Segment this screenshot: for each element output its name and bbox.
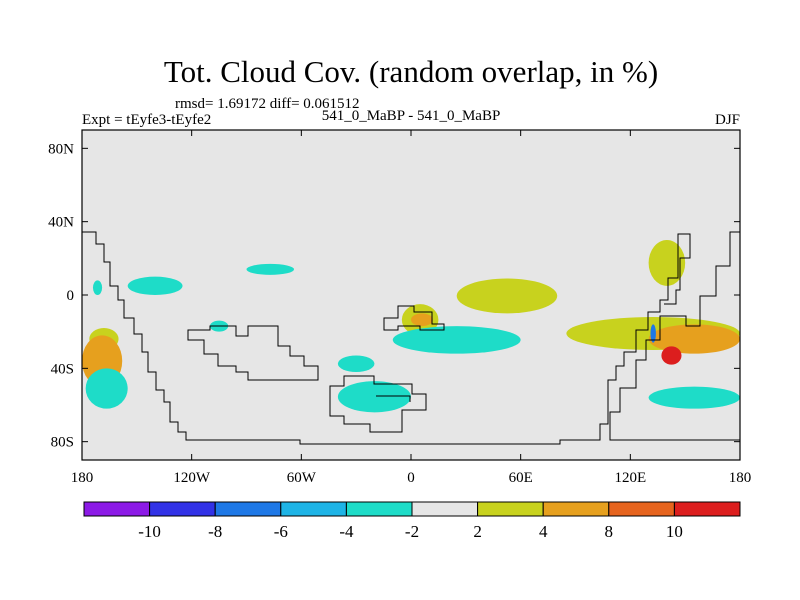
- coastline-central-continent: [187, 325, 319, 381]
- anomaly-patches: [82, 239, 740, 413]
- experiment-label: Expt = tEyfe3-tEyfe2: [82, 112, 211, 128]
- y-tick-label-0: 80N: [48, 141, 74, 157]
- x-tick-label-2: 60W: [287, 470, 317, 486]
- colorbar-swatch-5: [411, 501, 479, 517]
- stats-label: rmsd= 1.69172 diff= 0.061512: [175, 96, 360, 112]
- x-tick-label-3: 0: [407, 470, 415, 486]
- colorbar-swatch-8: [608, 501, 675, 517]
- anomaly-patch-5: [85, 368, 128, 409]
- comparison-label: 541_0_MaBP - 541_0_MaBP: [322, 108, 501, 124]
- colorbar-swatch-1: [149, 501, 216, 517]
- x-tick-label-4: 60E: [509, 470, 533, 486]
- coastline-south-island: [329, 375, 427, 433]
- anomaly-patch-6: [337, 355, 375, 372]
- colorbar-label-8: 10: [666, 522, 683, 541]
- coastline-tethys-island: [383, 305, 445, 331]
- axis-ticks: 180 120W 60W 0 60E 120E 180 80N 40N 0 40S 80S: [48, 130, 751, 486]
- anomaly-patch-11: [337, 381, 412, 413]
- colorbar-label-6: 4: [539, 522, 548, 541]
- x-tick-label-0: 180: [71, 470, 94, 486]
- colorbar-swatch-0: [83, 501, 151, 517]
- plot-background: [82, 130, 740, 460]
- y-tick-label-3: 40S: [51, 361, 74, 377]
- colorbar-label-1: -8: [208, 522, 222, 541]
- colorbar-label-0: -10: [138, 522, 161, 541]
- map-plot-area: 180 120W 60W 0 60E 120E 180 80N 40N 0 40S 80S: [48, 129, 751, 486]
- anomaly-patch-16: [650, 324, 656, 343]
- colorbar-swatch-9: [673, 501, 741, 517]
- colorbar-label-2: -6: [274, 522, 288, 541]
- coastline-west-continent: [82, 231, 691, 445]
- colorbar-label-7: 8: [605, 522, 614, 541]
- anomaly-patch-2: [92, 280, 103, 295]
- anomaly-patch-14: [648, 324, 740, 354]
- coastlines: [82, 231, 740, 445]
- colorbar-label-5: 2: [473, 522, 482, 541]
- anomaly-patch-15: [661, 346, 682, 365]
- coastline-east-continent: [609, 231, 740, 441]
- colorbar-swatch-3: [280, 501, 347, 517]
- x-tick-label-5: 120E: [614, 470, 646, 486]
- chart-title: Tot. Cloud Cov. (random overlap, in %): [164, 54, 658, 89]
- y-tick-label-1: 40N: [48, 215, 74, 231]
- colorbar-label-3: -4: [339, 522, 354, 541]
- y-tick-label-4: 80S: [51, 435, 74, 451]
- colorbar-label-4: -2: [405, 522, 419, 541]
- colorbar-swatch-2: [214, 501, 282, 517]
- anomaly-patch-1: [246, 263, 295, 275]
- anomaly-patch-9: [392, 326, 521, 354]
- colorbar: -10 -8 -6 -4 -2 2 4 8 10: [83, 501, 741, 541]
- y-tick-label-2: 0: [67, 288, 75, 304]
- colorbar-swatch-6: [477, 501, 544, 517]
- season-label: DJF: [715, 112, 740, 128]
- coastline-south-inner: [376, 395, 411, 402]
- anomaly-patch-17: [648, 386, 740, 409]
- colorbar-swatch-4: [345, 501, 413, 517]
- anomaly-patch-18: [648, 239, 686, 286]
- x-tick-label-6: 180: [729, 470, 752, 486]
- anomaly-patch-12: [456, 278, 558, 314]
- anomaly-patch-0: [127, 276, 183, 296]
- anomaly-patch-8: [411, 313, 433, 327]
- colorbar-swatch-7: [542, 501, 610, 517]
- x-tick-label-1: 120W: [173, 470, 211, 486]
